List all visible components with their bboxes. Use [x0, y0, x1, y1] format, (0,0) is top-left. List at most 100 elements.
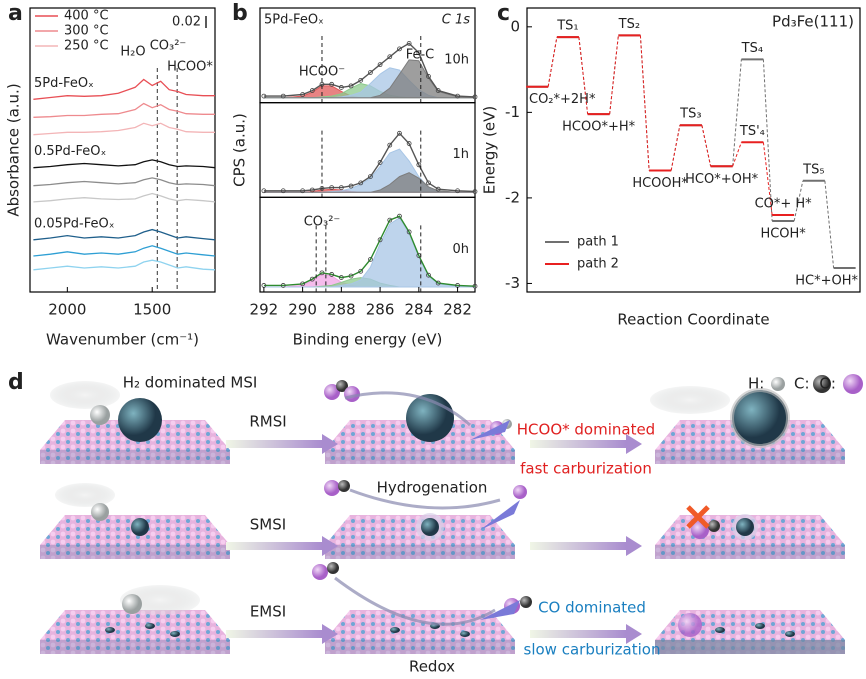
particle [736, 518, 754, 536]
data-point [368, 174, 373, 180]
data-point [309, 187, 315, 193]
data-point [338, 275, 344, 280]
connector [670, 125, 681, 171]
data-point [358, 180, 364, 186]
data-point [377, 160, 383, 165]
spectrum [33, 122, 215, 136]
plot-frame [29, 7, 216, 293]
connector [824, 180, 835, 269]
spectrum [33, 259, 216, 271]
connector [762, 59, 773, 222]
spectrum [33, 245, 216, 257]
data-point [426, 272, 431, 278]
chart-subtitle: C 1s [442, 13, 470, 28]
x-tick-label: 2000 [48, 301, 86, 319]
data-point [377, 62, 383, 68]
data-point [406, 229, 412, 235]
data-point [280, 283, 286, 288]
y-tick-label: -1 [505, 103, 520, 121]
interface-label: EMSI [250, 603, 286, 621]
panel-label: c [497, 1, 510, 26]
key-label: O: [819, 375, 836, 393]
data-point [280, 93, 286, 99]
data-point [426, 74, 431, 79]
state-label: HCO*+OH* [685, 172, 758, 187]
data-point [338, 85, 344, 90]
state-label: HCOO*+H* [562, 120, 635, 135]
outcome-label: HCOO* dominated [517, 421, 655, 439]
group-label: 0.5Pd-FeOₓ [34, 144, 106, 159]
data-point [435, 186, 441, 192]
data-point [472, 189, 478, 194]
data-point [348, 183, 354, 189]
data-point [397, 46, 402, 52]
connector [732, 142, 742, 167]
carbide-layer [655, 640, 845, 654]
support [40, 610, 230, 654]
data-point [329, 81, 335, 87]
outcome-label: fast carburization [520, 460, 652, 478]
legend-label: path 1 [577, 235, 619, 250]
state-label: TS₁ [556, 19, 578, 34]
reaction-paths [334, 391, 501, 626]
data-point [368, 257, 373, 262]
outcome-label: slow carburization [524, 641, 661, 659]
data-point [358, 77, 364, 83]
data-point [397, 130, 402, 136]
state-label: CO*+ H* [755, 197, 813, 212]
connector [578, 37, 589, 115]
legend-label: 400 °C [64, 9, 109, 24]
product-arrows [470, 420, 520, 620]
blocked [686, 505, 710, 529]
spectrum [33, 228, 216, 241]
data-point [338, 185, 344, 191]
subplot-label: 1h [452, 147, 469, 162]
subplot-frame [259, 196, 476, 293]
state-label: TS₃ [679, 107, 701, 122]
outcome-label: CO dominated [538, 599, 646, 617]
data-point [309, 276, 315, 282]
data-point [435, 88, 441, 93]
spectrum [33, 102, 215, 118]
data-point [309, 88, 315, 93]
plot-frame [526, 7, 861, 293]
x-tick-label: 284 [405, 301, 434, 319]
data-point [455, 188, 460, 194]
annotation: Fe-C [406, 48, 435, 63]
process-label: Hydrogenation [377, 479, 488, 497]
x-axis-title: Wavenumber (cm⁻¹) [46, 331, 199, 349]
schematic: d H₂ dominated MSI H: C: [8, 370, 863, 676]
data-point [387, 217, 393, 223]
particle [131, 518, 149, 536]
particle [730, 388, 790, 448]
spectrum [33, 192, 216, 203]
data-point [368, 70, 373, 75]
y-axis-title: Absorbance (a.u.) [5, 83, 23, 216]
state-label: TS₄ [741, 41, 763, 56]
subplot-label: 10h [444, 53, 469, 68]
single-atoms [105, 623, 795, 637]
group-label: 0.05Pd-FeOₓ [34, 216, 115, 231]
key-label: H: [748, 375, 764, 393]
panel-label: a [8, 1, 23, 26]
x-axis-title: Binding energy (eV) [293, 331, 443, 349]
data-point [319, 270, 325, 276]
data-point [387, 54, 393, 60]
data-point [397, 213, 402, 219]
y-axis-title: Energy (eV) [481, 106, 499, 194]
data-point [472, 283, 478, 289]
state-label: TS₂ [618, 17, 640, 32]
key-h [771, 377, 785, 391]
data-point [300, 281, 306, 287]
key-c [813, 375, 831, 393]
subplot-label: 0h [452, 242, 469, 257]
connector [793, 180, 804, 222]
data-point [406, 141, 412, 146]
interface-label: RMSI [249, 413, 286, 431]
component-peak [263, 217, 476, 288]
legend-label: path 2 [577, 257, 619, 272]
fit-envelope [263, 215, 476, 287]
chart-title: Pd₃Fe(111) [772, 13, 854, 31]
